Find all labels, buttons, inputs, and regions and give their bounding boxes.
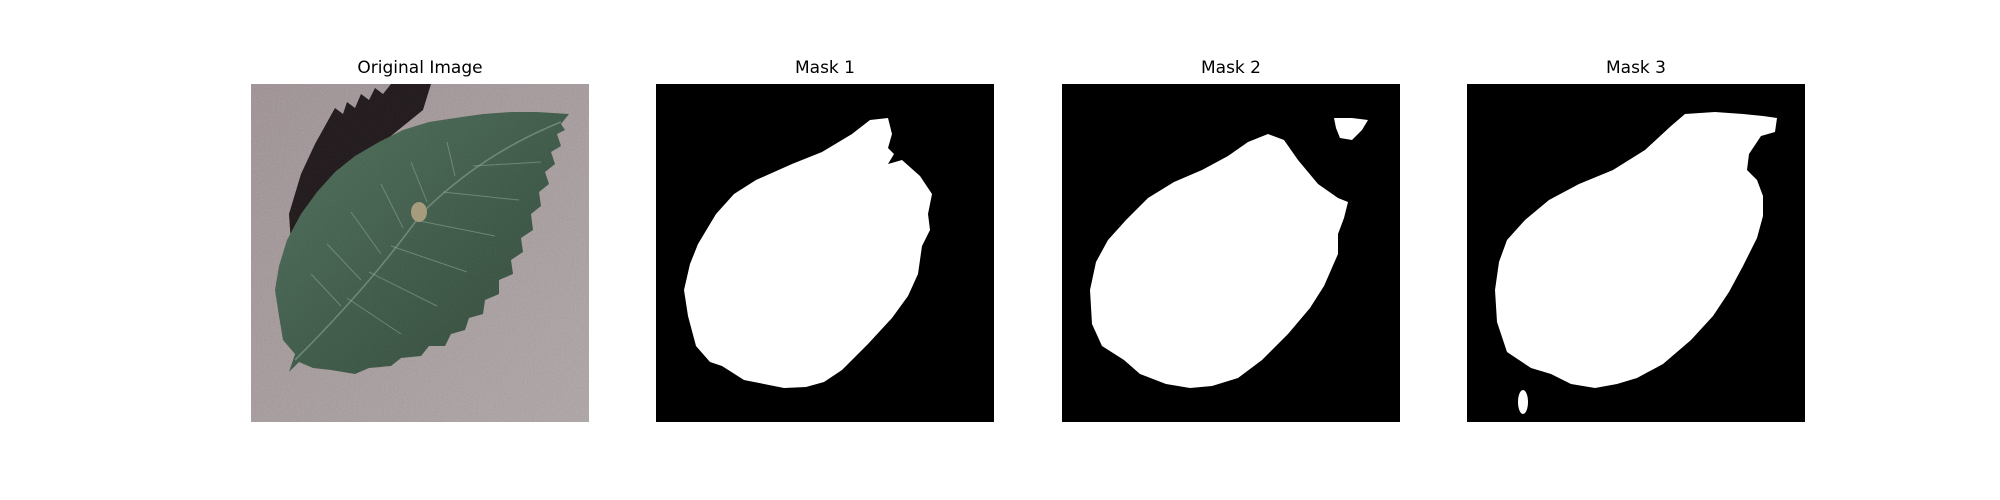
mask-3-fragment [1518, 390, 1528, 414]
panel-title-original-image: Original Image [357, 58, 483, 78]
mask-3-image [1467, 84, 1805, 422]
mask-2-image [1062, 84, 1400, 422]
mask-2-fragment [1334, 118, 1368, 140]
panel-mask-3: Mask 3 [1467, 0, 1805, 500]
original-leaf-photo [251, 84, 589, 422]
mask-1-foreground [684, 118, 932, 388]
mask-3-foreground [1495, 112, 1777, 388]
panel-title-mask-2: Mask 2 [1200, 58, 1261, 78]
panel-title-mask-3: Mask 3 [1605, 58, 1666, 78]
mask-2-foreground [1090, 134, 1348, 388]
panel-mask-1: Mask 1 [656, 0, 994, 500]
panel-original-image: Original Image [251, 0, 589, 500]
mask-1-image [656, 84, 994, 422]
panel-title-mask-1: Mask 1 [794, 58, 855, 78]
panel-mask-2: Mask 2 [1062, 0, 1400, 500]
